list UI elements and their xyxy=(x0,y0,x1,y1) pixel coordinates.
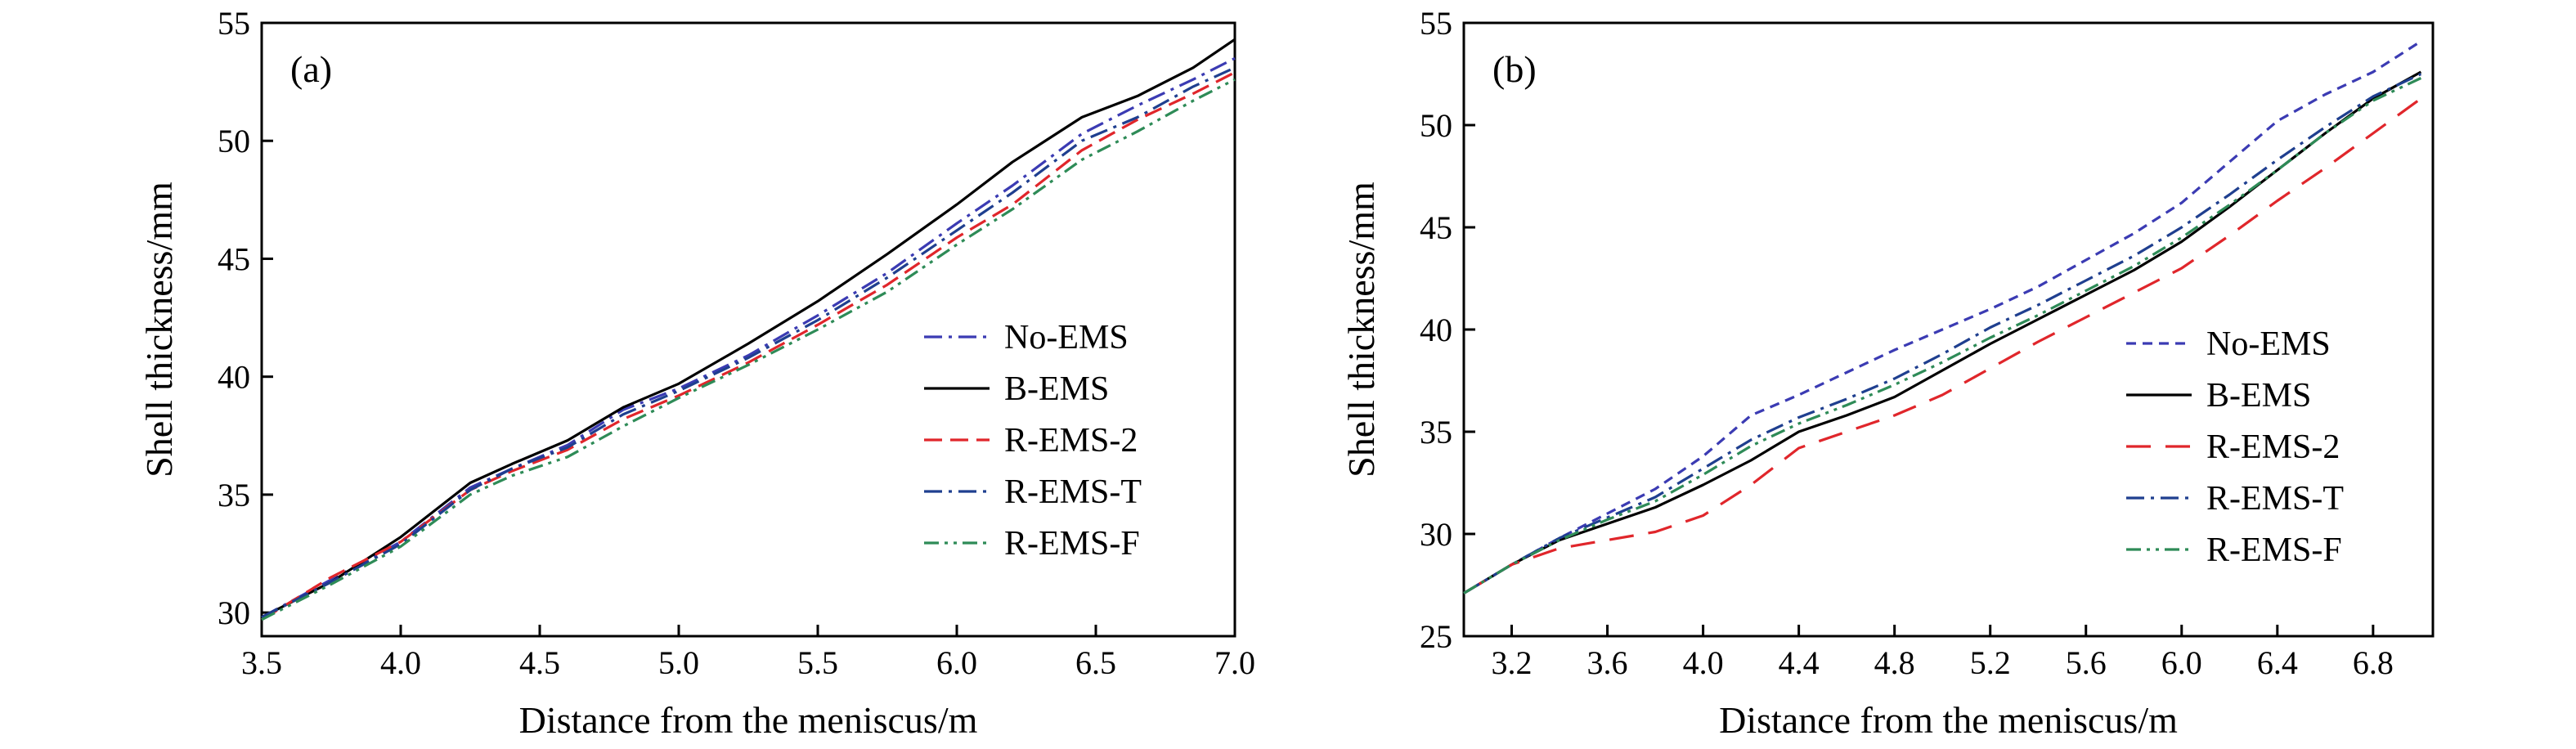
legend-label-r-ems-2: R-EMS-2 xyxy=(2206,428,2340,466)
y-tick-label: 25 xyxy=(1420,618,1452,655)
y-tick-label: 50 xyxy=(1420,107,1452,144)
plot-frame xyxy=(260,21,1236,638)
x-tick-label: 6.0 xyxy=(936,644,977,681)
chart-panel-a: 3.5 4.0 4.5 5.0 5.5 6.0 6.5 7.0 30 35 40 45 50 55 Dist… xyxy=(138,5,1255,741)
x-tick-label: 5.2 xyxy=(1970,644,2011,681)
y-tick-label: 35 xyxy=(1420,414,1452,451)
y-tick-label: 50 xyxy=(218,123,250,159)
x-tick-label: 3.2 xyxy=(1492,644,1533,681)
x-tick-label: 4.8 xyxy=(1874,644,1915,681)
x-axis-title: Distance from the meniscus/m xyxy=(1719,699,2178,741)
x-tick-label: 6.4 xyxy=(2257,644,2298,681)
x-tick-label: 5.6 xyxy=(2066,644,2107,681)
legend-label-b-ems: B-EMS xyxy=(2206,377,2311,415)
series-line-r-ems-t xyxy=(1463,73,2422,594)
y-tick-label: 45 xyxy=(1420,209,1452,246)
series-line-r-ems-2 xyxy=(1463,97,2422,594)
y-tick-label: 45 xyxy=(218,240,250,277)
y-tick-label: 55 xyxy=(218,5,250,42)
x-tick-label: 3.6 xyxy=(1587,644,1628,681)
x-axis-title: Distance from the meniscus/m xyxy=(519,699,978,741)
legend-label-b-ems: B-EMS xyxy=(1004,370,1109,408)
x-tick-label: 7.0 xyxy=(1214,644,1255,681)
x-tick-label: 5.5 xyxy=(797,644,838,681)
panel-label: (a) xyxy=(290,48,332,90)
series-line-r-ems-f xyxy=(261,78,1236,621)
x-tick-label: 4.5 xyxy=(519,644,560,681)
x-tick-label: 6.5 xyxy=(1075,644,1116,681)
x-tick-label: 4.4 xyxy=(1779,644,1820,681)
y-tick-label: 30 xyxy=(218,594,250,631)
y-axis-title: Shell thickness/mm xyxy=(1340,182,1382,478)
legend-label-r-ems-t: R-EMS-T xyxy=(2206,480,2344,518)
x-tick-label: 6.0 xyxy=(2161,644,2202,681)
y-axis-title: Shell thickness/mm xyxy=(138,182,180,478)
legend-label-r-ems-f: R-EMS-F xyxy=(1004,525,1140,563)
y-tick-label: 55 xyxy=(1420,5,1452,42)
legend-label-no-ems: No-EMS xyxy=(1004,319,1129,357)
x-tick-label: 5.0 xyxy=(658,644,699,681)
legend-label-r-ems-f: R-EMS-F xyxy=(2206,531,2342,569)
legend-label-r-ems-t: R-EMS-T xyxy=(1004,473,1142,511)
legend-label-no-ems: No-EMS xyxy=(2206,325,2331,363)
y-tick-label: 40 xyxy=(1420,312,1452,348)
series-line-no-ems xyxy=(1463,40,2422,594)
x-tick-label: 6.8 xyxy=(2353,644,2394,681)
series-line-b-ems xyxy=(1463,70,2422,594)
panel-label: (b) xyxy=(1492,48,1537,90)
y-tick-label: 40 xyxy=(218,359,250,396)
series-line-b-ems xyxy=(261,38,1236,619)
chart-panel-b: 3.2 3.6 4.0 4.4 4.8 5.2 5.6 6.0 6.4 6.8 25 30 35 40 45… xyxy=(1340,5,2435,741)
series-line-r-ems-t xyxy=(261,66,1236,619)
legend-label-r-ems-2: R-EMS-2 xyxy=(1004,422,1138,460)
y-tick-label: 30 xyxy=(1420,516,1452,553)
x-tick-label: 4.0 xyxy=(1683,644,1724,681)
y-tick-label: 35 xyxy=(218,477,250,514)
x-tick-label: 3.5 xyxy=(241,644,282,681)
x-tick-label: 4.0 xyxy=(380,644,421,681)
